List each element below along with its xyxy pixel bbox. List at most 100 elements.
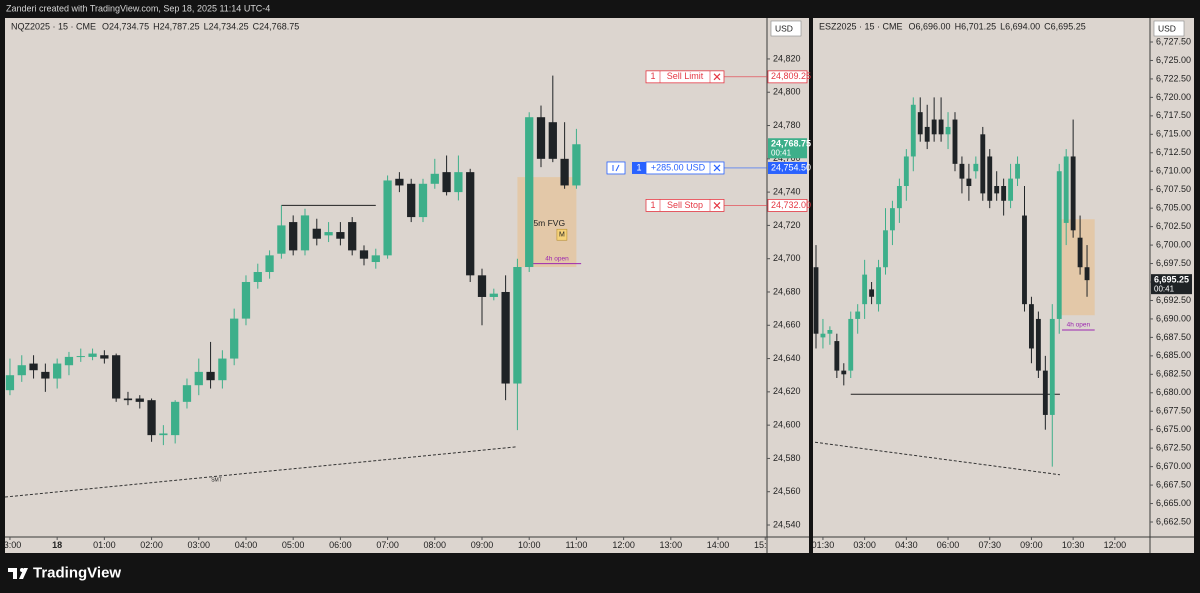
candle-body xyxy=(253,272,262,282)
ohlc-legend: C6,695.25 xyxy=(1044,21,1086,31)
y-tick-label: 6,725.00 xyxy=(1156,55,1191,65)
x-tick-label: 12:00 xyxy=(1104,540,1127,550)
y-tick-label: 24,580 xyxy=(773,453,801,463)
candle-body xyxy=(834,341,840,371)
candle-body xyxy=(324,232,333,236)
symbol: ESZ2025 · 15 · CME xyxy=(819,21,903,31)
order-box[interactable] xyxy=(645,199,725,212)
y-tick-label: 6,690.00 xyxy=(1156,313,1191,323)
x-tick-label: 03:00 xyxy=(188,540,211,550)
candle-body xyxy=(123,398,133,401)
candle-body xyxy=(88,353,97,357)
candle-body xyxy=(966,178,972,187)
last-price-box xyxy=(768,138,807,159)
candle-body xyxy=(931,119,937,135)
y-tick-label: 6,692.50 xyxy=(1156,295,1191,305)
candle-body xyxy=(820,333,826,338)
ohlc-legend: L6,694.00 xyxy=(1000,21,1040,31)
x-tick-label: 07:00 xyxy=(376,540,399,550)
candle-body xyxy=(959,163,965,179)
y-tick-label: 6,667.50 xyxy=(1156,479,1191,489)
candle-body xyxy=(869,289,875,297)
candle-body xyxy=(896,186,902,209)
trend-line xyxy=(814,441,1060,476)
candle-body xyxy=(1035,318,1041,371)
y-tick-label: 24,560 xyxy=(773,486,801,496)
candle-body xyxy=(64,356,74,366)
header-text: Zanderi created with TradingView.com, Se… xyxy=(6,3,270,13)
y-tick-label: 24,680 xyxy=(773,286,801,296)
candle-body xyxy=(560,158,569,186)
close-icon xyxy=(713,73,721,81)
candle-body xyxy=(536,117,546,159)
y-tick-label: 6,702.50 xyxy=(1156,221,1191,231)
candle-body xyxy=(876,267,881,305)
y-tick-label: 24,740 xyxy=(773,186,801,196)
candle-body xyxy=(1022,215,1027,305)
level-label: 4h open xyxy=(545,255,569,262)
x-tick-label: 23:00 xyxy=(0,540,21,550)
order-box[interactable] xyxy=(645,70,725,84)
y-tick-label: 24,720 xyxy=(773,220,801,230)
level-label: 4h open xyxy=(1067,322,1091,329)
candle-body xyxy=(973,163,979,172)
candle-body xyxy=(371,255,380,263)
candle-body xyxy=(813,267,819,334)
last-price: 6,695.25 xyxy=(1154,275,1189,285)
candle-body xyxy=(277,225,286,254)
position-qty-box xyxy=(632,161,646,174)
currency: USD xyxy=(775,23,793,33)
candle-body xyxy=(848,318,854,371)
y-tick-label: 6,685.00 xyxy=(1156,350,1191,360)
x-tick-label: 06:00 xyxy=(329,540,352,550)
candle-body xyxy=(466,172,475,276)
zone-badge: M xyxy=(559,232,565,239)
countdown: 00:41 xyxy=(771,148,792,157)
y-tick-label: 6,697.50 xyxy=(1156,258,1191,268)
pane-background xyxy=(5,18,809,553)
position-qty: 1 xyxy=(636,162,641,172)
candle-body xyxy=(336,232,345,239)
candle-body xyxy=(41,371,50,379)
x-tick-label: 11:00 xyxy=(565,540,587,550)
y-tick-label: 6,677.50 xyxy=(1156,406,1191,416)
x-tick-label: 08:00 xyxy=(424,540,447,550)
candle-body xyxy=(513,267,522,384)
x-tick-label: 10:00 xyxy=(518,540,541,550)
candle-body xyxy=(289,222,298,251)
candle-body xyxy=(903,156,909,187)
candle-body xyxy=(980,134,986,194)
candle-body xyxy=(827,330,833,334)
candle-body xyxy=(890,208,895,231)
candle-body xyxy=(1049,318,1055,415)
candle-body xyxy=(300,215,310,251)
candle-body xyxy=(395,178,404,186)
footer-brand: TradingView xyxy=(33,564,121,581)
candle-body xyxy=(171,401,180,436)
candle-body xyxy=(76,356,85,358)
candle-body xyxy=(265,255,274,273)
y-tick-label: 24,820 xyxy=(773,53,801,63)
order-price-box xyxy=(767,70,808,84)
x-tick-label: 07:30 xyxy=(978,540,1001,550)
candle-body xyxy=(112,355,121,399)
position-box[interactable] xyxy=(645,161,725,175)
order-label: Sell Stop xyxy=(667,200,703,210)
ohlc-legend: O24,734.75 xyxy=(102,21,149,31)
candle-body xyxy=(501,291,510,384)
candle-body xyxy=(572,144,581,186)
x-tick-label: 18 xyxy=(52,540,62,550)
ohlc-legend: H6,701.25 xyxy=(955,21,997,31)
ohlc-legend: O6,696.00 xyxy=(909,21,951,31)
candle-body xyxy=(1077,237,1083,268)
ohlc-legend: H24,787.25 xyxy=(153,21,200,31)
y-tick-label: 24,780 xyxy=(773,120,801,130)
badge-box xyxy=(556,228,568,241)
position-icon-box[interactable] xyxy=(606,161,626,175)
x-tick-label: 09:00 xyxy=(1020,540,1043,550)
x-tick-label: 03:00 xyxy=(853,540,876,550)
x-tick-label: 01:30 xyxy=(812,540,835,550)
candle-body xyxy=(1001,186,1007,201)
y-tick-label: 6,707.50 xyxy=(1156,184,1191,194)
